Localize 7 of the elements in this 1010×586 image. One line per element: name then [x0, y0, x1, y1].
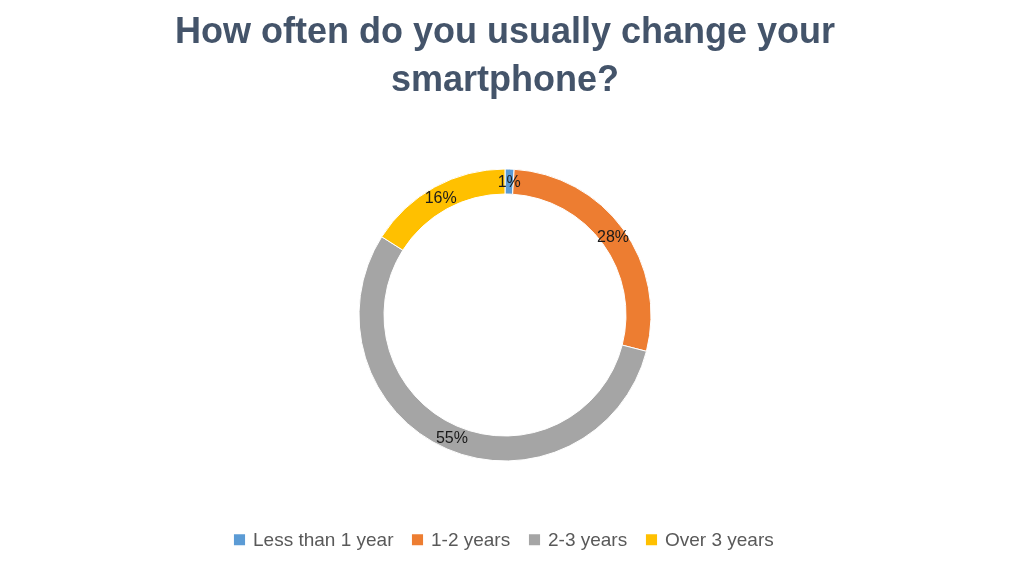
chart-title: How often do you usually change your smartphone? [174, 10, 836, 99]
legend-label: Less than 1 year [253, 528, 395, 550]
legend-label: 2-3 years [548, 528, 628, 550]
data-label: 16% [424, 189, 457, 207]
legend-label: 1-2 years [431, 528, 511, 550]
legend-label: Over 3 years [665, 528, 774, 550]
data-label: 55% [435, 428, 468, 446]
